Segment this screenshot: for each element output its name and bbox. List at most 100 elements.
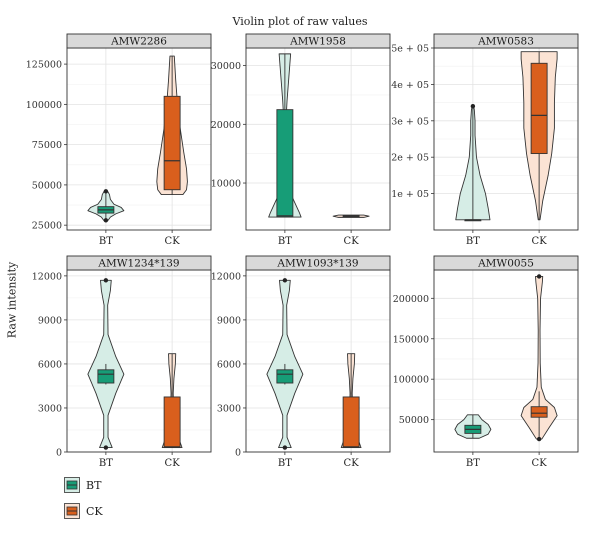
facet-strip bbox=[433, 255, 579, 271]
box-bt bbox=[97, 369, 115, 384]
legend-item-ck: CK bbox=[64, 498, 103, 524]
x-tick-label: BT bbox=[466, 236, 480, 247]
y-tick-label: 0 bbox=[235, 448, 241, 459]
group-bt bbox=[87, 278, 125, 450]
box-ck bbox=[530, 406, 548, 418]
y-tick-label: 25000 bbox=[32, 221, 62, 232]
outlier-point bbox=[282, 278, 288, 283]
y-tick-label: 6000 bbox=[217, 359, 241, 370]
violin-ck bbox=[520, 276, 558, 440]
box-ck bbox=[342, 396, 360, 449]
group-ck bbox=[161, 353, 183, 449]
panel-background bbox=[67, 48, 211, 230]
panel-amw1234-139: AMW1234*139 0 3000 6000 9000 12000 BT CK bbox=[32, 255, 212, 469]
panel-amw1093-139: AMW1093*139 0 3000 6000 9000 12000 BT CK bbox=[211, 255, 391, 469]
y-tick-label: 2e + 05 bbox=[391, 153, 429, 164]
x-tick-label: CK bbox=[344, 458, 360, 469]
x-tick-label: CK bbox=[532, 236, 548, 247]
legend-key-bt bbox=[64, 477, 80, 493]
y-tick-label: 12000 bbox=[211, 271, 241, 282]
x-tick-label: BT bbox=[99, 458, 113, 469]
x-tick-label: BT bbox=[99, 236, 113, 247]
gridlines bbox=[67, 48, 211, 230]
panel-background bbox=[246, 270, 390, 452]
chart-title: Violin plot of raw values bbox=[232, 15, 368, 28]
outlier-point bbox=[103, 218, 109, 223]
outlier-point bbox=[282, 445, 288, 450]
group-bt bbox=[455, 104, 491, 222]
facet-strip bbox=[245, 33, 391, 49]
box-ck bbox=[163, 396, 181, 449]
panel-amw0055: AMW0055 50000 100000 150000 200000 BT CK bbox=[393, 255, 579, 469]
y-tick-label: 150000 bbox=[393, 334, 429, 345]
y-tick-label: 30000 bbox=[211, 61, 241, 72]
violin-bt bbox=[87, 279, 125, 449]
outlier-point bbox=[536, 274, 542, 279]
y-tick-label: 5e + 05 bbox=[391, 44, 429, 55]
y-tick-label: 75000 bbox=[32, 140, 62, 151]
y-tick-label: 200000 bbox=[393, 294, 429, 305]
x-tick-label: CK bbox=[165, 458, 181, 469]
facet-label: AMW1093*139 bbox=[276, 258, 358, 270]
panel-background bbox=[67, 270, 211, 452]
y-tick-label: 125000 bbox=[26, 60, 62, 71]
y-tick-label: 3000 bbox=[38, 403, 62, 414]
group-bt bbox=[454, 414, 492, 439]
panel-background bbox=[246, 48, 390, 230]
outlier-point bbox=[103, 189, 109, 194]
box-bt bbox=[276, 109, 294, 218]
y-tick-label: 4e + 05 bbox=[391, 80, 429, 91]
x-tick-label: BT bbox=[278, 458, 292, 469]
facet-strip bbox=[245, 255, 391, 271]
box-ck bbox=[530, 62, 548, 155]
facet-label: AMW1234*139 bbox=[97, 258, 179, 270]
facet-strip bbox=[433, 33, 579, 49]
outlier-point bbox=[470, 104, 476, 109]
y-tick-label: 0 bbox=[56, 448, 62, 459]
panel-background bbox=[434, 270, 578, 452]
group-bt bbox=[268, 53, 302, 218]
y-tick-label: 12000 bbox=[32, 271, 62, 282]
y-tick-label: 10000 bbox=[211, 179, 241, 190]
facet-label: AMW0583 bbox=[477, 36, 534, 48]
y-tick-label: 9000 bbox=[38, 315, 62, 326]
facet-strip bbox=[66, 33, 212, 49]
group-ck bbox=[520, 51, 558, 221]
group-bt bbox=[87, 189, 125, 223]
group-bt bbox=[266, 278, 304, 450]
y-tick-label: 6000 bbox=[38, 359, 62, 370]
facet-label: AMW1958 bbox=[289, 36, 346, 48]
x-tick-label: CK bbox=[344, 236, 360, 247]
x-tick-label: BT bbox=[278, 236, 292, 247]
group-ck bbox=[340, 353, 362, 449]
x-tick-label: CK bbox=[165, 236, 181, 247]
legend: BT CK bbox=[64, 472, 103, 524]
y-tick-label: 50000 bbox=[399, 415, 429, 426]
y-tick-label: 100000 bbox=[393, 375, 429, 386]
box-ck bbox=[163, 95, 181, 191]
outlier-point bbox=[103, 278, 109, 283]
box-bt bbox=[276, 369, 294, 384]
legend-label-ck: CK bbox=[86, 504, 103, 518]
legend-key-ck bbox=[64, 503, 80, 519]
y-tick-label: 100000 bbox=[26, 100, 62, 111]
outlier-point bbox=[103, 445, 109, 450]
x-tick-label: CK bbox=[532, 458, 548, 469]
y-tick-label: 1e + 05 bbox=[391, 189, 429, 200]
legend-item-bt: BT bbox=[64, 472, 103, 498]
facet-label: AMW0055 bbox=[477, 258, 534, 270]
outlier-point bbox=[536, 436, 542, 442]
group-ck bbox=[332, 214, 370, 218]
panel-amw2286: AMW2286 25000 50000 75000 100000 125000 BT CK bbox=[26, 33, 212, 247]
y-tick-label: 3e + 05 bbox=[391, 116, 429, 127]
facet-label: AMW2286 bbox=[110, 36, 167, 48]
y-tick-label: 50000 bbox=[32, 180, 62, 191]
legend-label-bt: BT bbox=[86, 478, 102, 492]
facet-strip bbox=[66, 255, 212, 271]
y-tick-label: 20000 bbox=[211, 120, 241, 131]
y-tick-label: 9000 bbox=[217, 315, 241, 326]
group-ck bbox=[156, 55, 188, 196]
x-tick-label: BT bbox=[466, 458, 480, 469]
violin-bt bbox=[266, 279, 304, 449]
